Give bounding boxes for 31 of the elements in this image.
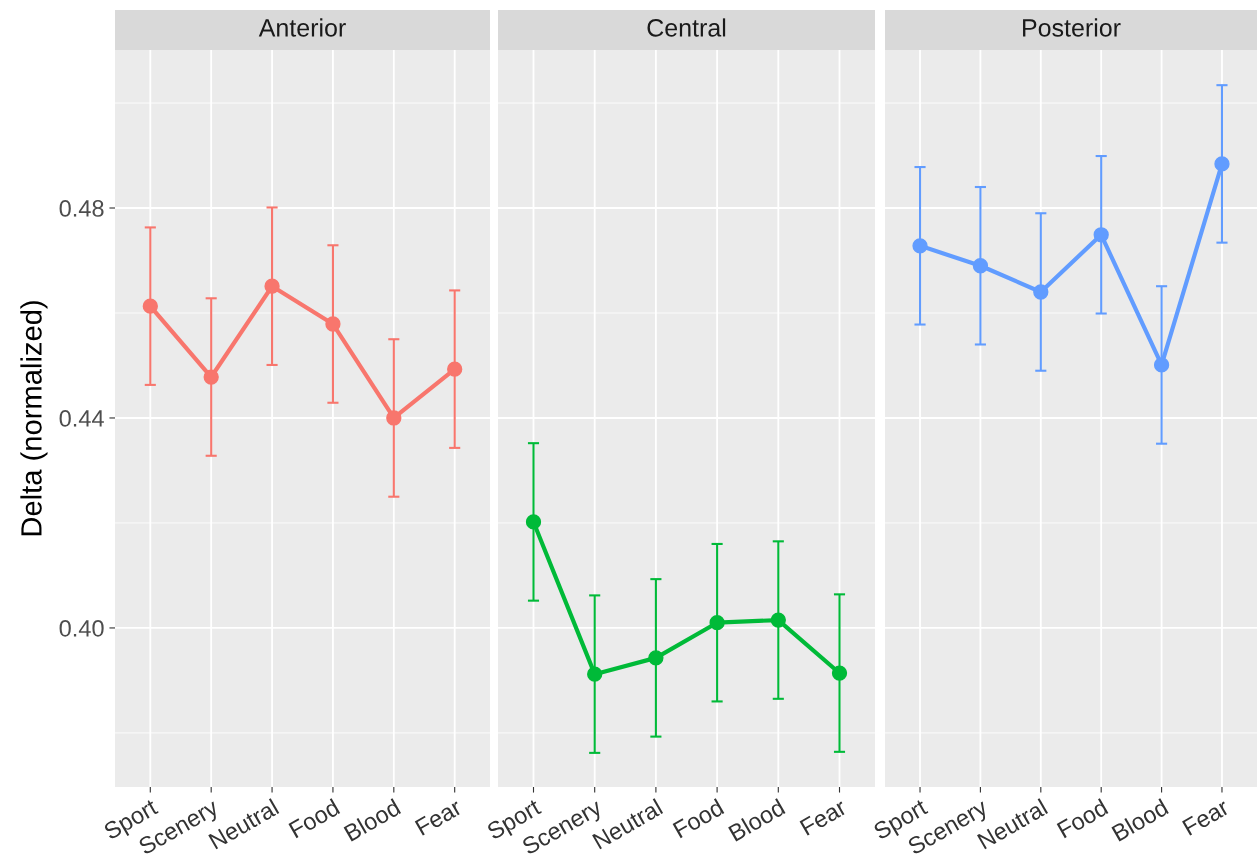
point [587, 666, 603, 682]
point [203, 369, 219, 385]
point [709, 615, 725, 631]
point [447, 361, 463, 377]
x-tick-label: Food [1056, 798, 1109, 839]
point [1033, 284, 1049, 300]
y-axis-title: Delta (normalized) [20, 301, 48, 536]
point [142, 298, 158, 314]
point [525, 514, 542, 530]
chart-title: Anterior [258, 18, 346, 37]
point [1214, 156, 1230, 172]
point [386, 410, 402, 426]
y-tick-label: 0.48 [59, 200, 104, 217]
x-tick-label: Fear [1182, 798, 1231, 836]
x-tick-label: Fear [799, 798, 848, 836]
point [648, 650, 664, 666]
point [972, 258, 989, 274]
point [1153, 357, 1170, 373]
chart-title: Central [647, 18, 726, 37]
point [912, 238, 928, 254]
point [264, 278, 280, 294]
point [1093, 227, 1109, 243]
point [325, 316, 341, 332]
x-tick-label: Food [288, 798, 341, 839]
x-tick-label: Fear [414, 798, 464, 836]
chart-title: Posterior [1023, 18, 1121, 37]
x-tick-label: Food [672, 798, 725, 839]
y-tick-label: 0.44 [59, 410, 104, 427]
point [831, 665, 848, 681]
y-tick-label: 0.40 [59, 620, 104, 637]
point [770, 612, 786, 628]
